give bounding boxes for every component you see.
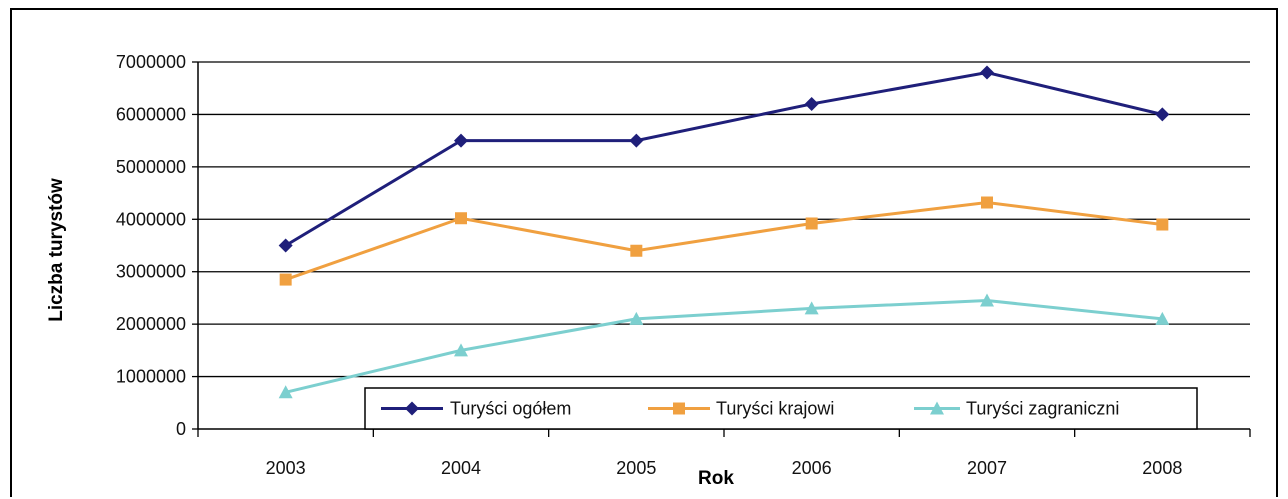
x-tick-label: 2006 xyxy=(792,458,832,478)
series-group xyxy=(278,65,1170,399)
marker-diamond xyxy=(629,133,644,148)
series-3 xyxy=(278,293,1170,399)
y-axis-title: Liczba turystów xyxy=(46,178,67,322)
y-tick-label: 4000000 xyxy=(116,209,186,229)
series-line xyxy=(285,299,1163,394)
marker-triangle xyxy=(980,293,994,307)
x-tick-label: 2005 xyxy=(616,458,656,478)
legend-label: Turyści ogółem xyxy=(450,399,571,419)
marker-diamond xyxy=(804,96,819,111)
marker-diamond xyxy=(980,65,994,80)
x-tick-label: 2003 xyxy=(266,458,306,478)
marker-square xyxy=(279,273,292,286)
marker-square xyxy=(630,244,643,257)
series-1 xyxy=(278,65,1170,253)
x-axis-title: Rok xyxy=(698,468,734,489)
series-line xyxy=(284,70,1163,247)
y-tick-label: 0 xyxy=(176,419,186,439)
marker-triangle xyxy=(278,385,293,399)
marker-triangle xyxy=(1155,311,1170,325)
legend-item: Turyści zagraniczni xyxy=(914,399,1119,419)
series-2 xyxy=(279,196,1169,286)
marker-diamond xyxy=(454,133,468,148)
y-tick-label: 5000000 xyxy=(116,157,186,177)
y-tick-label: 6000000 xyxy=(116,104,186,124)
marker-triangle xyxy=(629,311,644,325)
marker-diamond xyxy=(405,401,419,416)
marker-square xyxy=(981,196,993,209)
marker-square xyxy=(673,402,685,415)
marker-square xyxy=(1156,218,1169,231)
series-line xyxy=(285,200,1163,281)
marker-diamond xyxy=(1155,107,1170,122)
legend-item: Turyści krajowi xyxy=(648,399,834,419)
marker-triangle xyxy=(804,301,819,315)
marker-diamond xyxy=(278,238,293,253)
y-tick-label: 2000000 xyxy=(116,314,186,334)
y-tick-label: 1000000 xyxy=(116,367,186,387)
y-tick-label: 3000000 xyxy=(116,262,186,282)
gridlines xyxy=(198,61,1250,378)
legend-label: Turyści krajowi xyxy=(716,399,834,419)
y-tick-label: 7000000 xyxy=(116,52,186,72)
x-tick-label: 2007 xyxy=(967,458,1007,478)
legend-label: Turyści zagraniczni xyxy=(966,399,1119,419)
legend-item: Turyści ogółem xyxy=(381,399,571,419)
x-tick-label: 2008 xyxy=(1142,458,1182,478)
marker-triangle xyxy=(454,343,468,357)
legend-box xyxy=(364,387,1198,430)
y-axis: 0 1000000 2000000 3000000 4000000 5000000 6000… xyxy=(116,52,199,439)
x-tick-label: 2004 xyxy=(441,458,481,478)
legend: Turyści ogółem Turyści krajowi Turyści zag… xyxy=(364,387,1198,430)
marker-square xyxy=(805,217,818,230)
marker-square xyxy=(455,212,467,225)
marker-triangle xyxy=(930,401,944,415)
